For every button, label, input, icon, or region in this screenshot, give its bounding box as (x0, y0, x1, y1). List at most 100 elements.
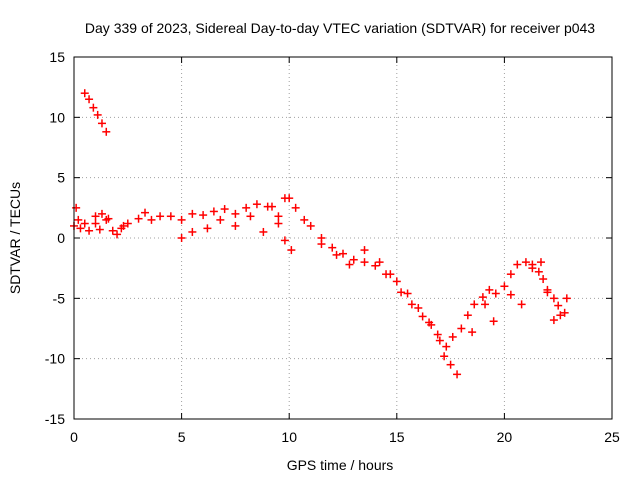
data-point (491, 289, 500, 298)
data-point (521, 258, 530, 267)
data-point (468, 328, 477, 337)
x-tick-label: 15 (389, 429, 405, 445)
data-point (453, 370, 462, 379)
data-point (440, 352, 449, 361)
data-point (549, 294, 558, 303)
data-point (104, 214, 113, 223)
data-point (397, 288, 406, 297)
tick-labels: 0 5 10 15 20 25 -15 -10 -5 0 5 10 15 (45, 49, 620, 445)
data-point (91, 219, 100, 228)
data-point (108, 226, 117, 235)
data-point (252, 200, 261, 209)
data-point (470, 300, 479, 309)
x-tick-label: 10 (281, 429, 297, 445)
data-point (220, 205, 229, 214)
data-point (177, 234, 186, 242)
y-tick-label: 5 (57, 170, 65, 186)
data-point (481, 300, 490, 309)
data-point (102, 127, 111, 136)
data-point (91, 212, 100, 221)
data-point (287, 246, 296, 255)
data-point (274, 219, 283, 228)
data-point (433, 330, 442, 339)
data-point (259, 227, 268, 236)
data-point (113, 230, 122, 239)
data-point (427, 320, 436, 329)
data-point (339, 249, 347, 258)
data-point (74, 215, 83, 224)
y-tick-label: 10 (49, 109, 65, 125)
data-point (375, 258, 384, 267)
data-point (536, 258, 545, 267)
data-point (418, 312, 427, 321)
data-point (513, 260, 522, 269)
data-point (85, 226, 94, 235)
data-point (506, 290, 515, 299)
data-point (177, 215, 186, 224)
data-point (485, 285, 494, 294)
data-point (528, 264, 537, 273)
data-point (123, 219, 132, 228)
data-point (556, 311, 565, 320)
data-point (85, 95, 94, 104)
data-point (242, 203, 251, 212)
data-point (97, 209, 106, 218)
data-point (539, 275, 548, 284)
data-point (97, 119, 106, 128)
data-point (203, 224, 212, 233)
data-point (93, 110, 102, 119)
data-point (549, 316, 558, 325)
data-point (76, 224, 85, 233)
data-point (543, 288, 552, 297)
y-axis-label: SDTVAR / TECUs (7, 182, 23, 294)
data-point (463, 311, 472, 320)
data-point (560, 308, 569, 317)
axis-ticks (73, 56, 613, 420)
data-point (554, 301, 563, 310)
data-series (70, 89, 571, 379)
y-tick-label: -10 (45, 351, 65, 367)
data-point (134, 214, 143, 223)
x-tick-label: 25 (604, 429, 620, 445)
data-point (285, 194, 294, 203)
data-point (562, 294, 571, 303)
chart-title: Day 339 of 2023, Sidereal Day-to-day VTE… (85, 20, 595, 36)
data-point (216, 215, 225, 224)
data-point (188, 227, 197, 236)
data-point (188, 209, 197, 218)
data-point (345, 260, 354, 269)
data-point (386, 270, 395, 279)
data-point (478, 293, 487, 302)
data-point (80, 219, 89, 228)
data-point (349, 255, 358, 264)
data-point (448, 332, 457, 341)
data-point (360, 258, 369, 267)
y-tick-label: -5 (53, 290, 66, 306)
x-tick-label: 20 (497, 429, 513, 445)
data-point (119, 221, 128, 230)
data-point (89, 103, 98, 112)
data-point (231, 209, 240, 218)
data-point (457, 324, 466, 333)
y-tick-label: -15 (45, 411, 65, 427)
data-point (506, 270, 515, 279)
data-point (231, 221, 240, 230)
x-tick-label: 0 (70, 429, 78, 445)
data-point (517, 300, 526, 309)
data-point (209, 207, 218, 216)
data-point (360, 246, 369, 255)
data-point (199, 211, 208, 220)
data-point (403, 289, 412, 298)
data-point (414, 303, 423, 312)
data-point (500, 282, 509, 291)
data-point (328, 243, 337, 252)
data-point (317, 240, 326, 249)
data-point (534, 267, 543, 276)
data-point (435, 336, 444, 345)
x-axis-label: GPS time / hours (287, 457, 394, 473)
data-point (392, 277, 401, 286)
data-point (267, 202, 276, 211)
data-point (407, 300, 416, 309)
